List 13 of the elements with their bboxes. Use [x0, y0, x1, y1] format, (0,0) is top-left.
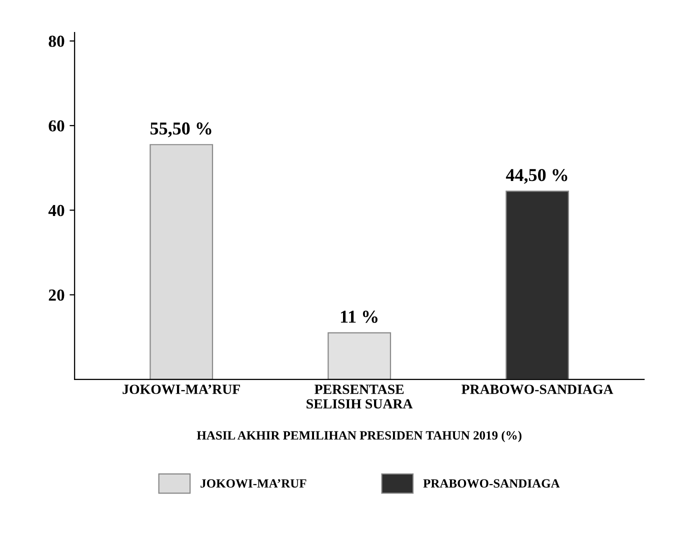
x-tick-label: JOKOWI-MA’RUF [122, 384, 240, 394]
legend-label: JOKOWI-MA’RUF [200, 479, 306, 488]
y-tick-label: 80 [48, 36, 64, 47]
y-tick-label: 20 [48, 289, 64, 301]
legend-label: PRABOWO-SANDIAGA [423, 479, 560, 488]
x-tick-label: PRABOWO-SANDIAGA [462, 384, 614, 394]
y-tick-label: 60 [48, 120, 64, 132]
data-label: 44,50 % [506, 168, 568, 184]
data-label: 11 % [340, 310, 378, 323]
y-tick-label: 40 [48, 204, 64, 216]
x-axis-title: HASIL AKHIR PEMILIHAN PRESIDEN TAHUN 2019 (%) [196, 430, 522, 442]
data-label: 55,50 % [150, 122, 212, 138]
x-tick-label: PERSENTASE SELISIH SUARA [306, 384, 413, 409]
